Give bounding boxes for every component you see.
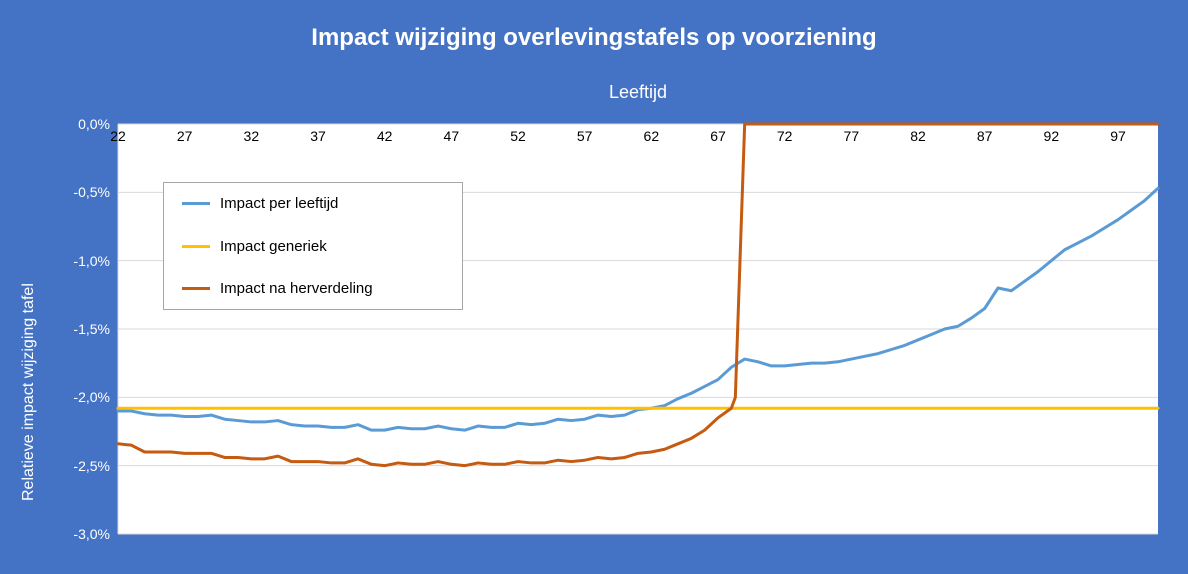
x-tick-label: 87: [977, 128, 993, 144]
legend-label: Impact na herverdeling: [220, 280, 373, 297]
y-tick-label: -2,5%: [50, 458, 110, 474]
y-axis-title: Relatieve impact wijziging tafel: [20, 283, 38, 501]
x-tick-label: 52: [510, 128, 526, 144]
legend-label: Impact per leeftijd: [220, 195, 338, 212]
x-tick-label: 77: [844, 128, 860, 144]
y-tick-label: -2,0%: [50, 389, 110, 405]
y-tick-label: -1,0%: [50, 253, 110, 269]
legend-swatch: [182, 245, 210, 248]
legend-swatch: [182, 202, 210, 205]
y-tick-label: -0,5%: [50, 184, 110, 200]
legend-item: Impact per leeftijd: [182, 195, 338, 212]
chart-frame: Impact wijziging overlevingstafels op vo…: [0, 0, 1188, 574]
x-tick-label: 62: [644, 128, 660, 144]
x-tick-label: 97: [1110, 128, 1126, 144]
legend-label: Impact generiek: [220, 238, 327, 255]
x-tick-label: 22: [110, 128, 126, 144]
x-tick-label: 67: [710, 128, 726, 144]
x-tick-label: 72: [777, 128, 793, 144]
x-tick-label: 37: [310, 128, 326, 144]
legend-item: Impact na herverdeling: [182, 280, 373, 297]
legend: Impact per leeftijd Impact generiek Impact…: [163, 182, 463, 310]
legend-item: Impact generiek: [182, 238, 327, 255]
x-tick-label: 92: [1044, 128, 1060, 144]
x-tick-label: 82: [910, 128, 926, 144]
y-tick-label: -1,5%: [50, 321, 110, 337]
x-tick-label: 42: [377, 128, 393, 144]
x-tick-label: 32: [244, 128, 260, 144]
chart-title: Impact wijziging overlevingstafels op vo…: [18, 24, 1170, 52]
y-tick-label: -3,0%: [50, 526, 110, 542]
x-tick-label: 47: [444, 128, 460, 144]
x-axis-title: Leeftijd: [118, 82, 1158, 103]
y-tick-label: 0,0%: [50, 116, 110, 132]
legend-swatch: [182, 287, 210, 290]
x-tick-label: 57: [577, 128, 593, 144]
x-tick-label: 27: [177, 128, 193, 144]
